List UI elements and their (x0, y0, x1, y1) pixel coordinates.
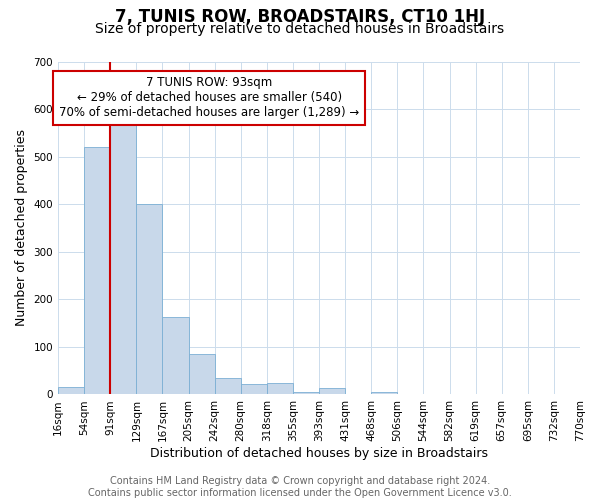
Bar (319, 388, 345, 394)
Bar (267, 382, 293, 394)
Bar (163, 317, 188, 394)
X-axis label: Distribution of detached houses by size in Broadstairs: Distribution of detached houses by size … (150, 447, 488, 460)
Text: 7 TUNIS ROW: 93sqm
← 29% of detached houses are smaller (540)
70% of semi-detach: 7 TUNIS ROW: 93sqm ← 29% of detached hou… (59, 76, 359, 120)
Y-axis label: Number of detached properties: Number of detached properties (15, 130, 28, 326)
Bar (136, 204, 163, 394)
Bar (188, 354, 215, 395)
Bar (58, 388, 84, 394)
Bar (110, 114, 136, 394)
Text: Contains HM Land Registry data © Crown copyright and database right 2024.
Contai: Contains HM Land Registry data © Crown c… (88, 476, 512, 498)
Text: 7, TUNIS ROW, BROADSTAIRS, CT10 1HJ: 7, TUNIS ROW, BROADSTAIRS, CT10 1HJ (115, 8, 485, 26)
Bar (241, 384, 267, 394)
Bar (84, 147, 110, 394)
Bar (371, 392, 397, 394)
Bar (215, 378, 241, 394)
Text: Size of property relative to detached houses in Broadstairs: Size of property relative to detached ho… (95, 22, 505, 36)
Bar (293, 392, 319, 394)
